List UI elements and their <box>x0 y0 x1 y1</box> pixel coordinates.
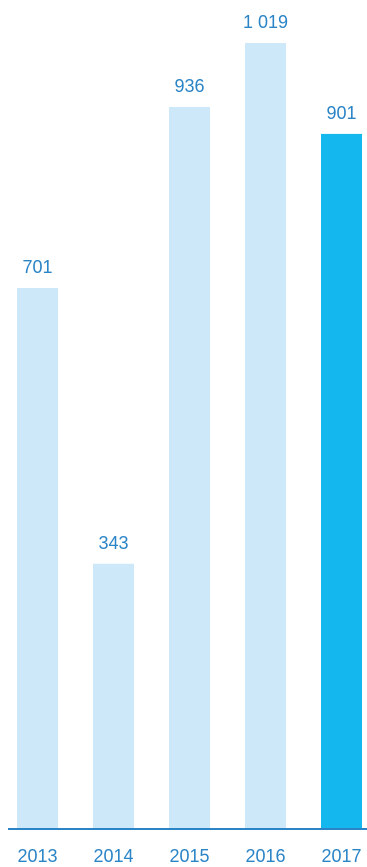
value-label-2015: 936 <box>174 76 204 96</box>
value-label-2017: 901 <box>326 103 356 123</box>
bar-2014 <box>93 563 134 828</box>
x-tick-label-2014: 2014 <box>93 846 133 866</box>
x-tick-label-2015: 2015 <box>169 846 209 866</box>
x-tick-label-2016: 2016 <box>245 846 285 866</box>
x-tick-label-2013: 2013 <box>17 846 57 866</box>
value-labels-group: 701 343 936 1 019 901 <box>22 12 356 553</box>
x-tick-label-2017: 2017 <box>321 846 361 866</box>
value-label-2014: 343 <box>98 533 128 553</box>
bar-2017 <box>321 133 362 829</box>
bar-2015 <box>169 106 210 829</box>
value-label-2016: 1 019 <box>243 12 288 32</box>
bar-2016 <box>245 43 286 828</box>
value-label-2013: 701 <box>22 257 52 277</box>
bars-group <box>17 43 362 829</box>
x-tick-labels-group: 2013 2014 2015 2016 2017 <box>17 846 361 866</box>
bar-2013 <box>17 287 58 828</box>
